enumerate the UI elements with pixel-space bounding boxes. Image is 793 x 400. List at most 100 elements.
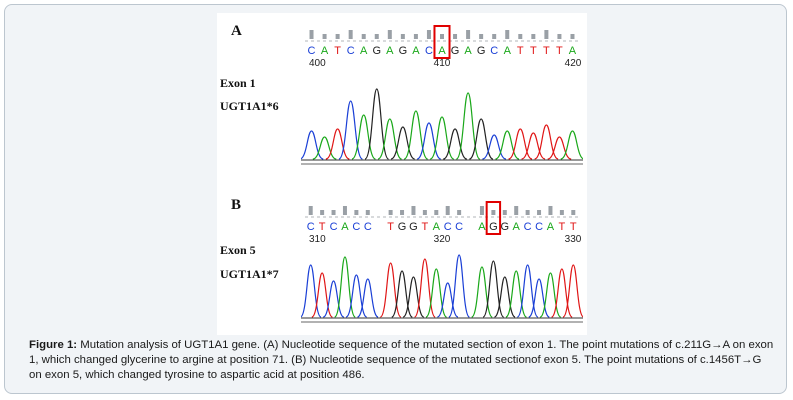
base-call: T [530,45,537,57]
base-call: C [425,45,433,57]
base-call: A [504,45,512,57]
base-call: C [307,221,315,233]
trace-peak [312,136,337,160]
base-call: A [360,45,368,57]
trace-peak [301,130,324,160]
quality-bar [525,210,530,215]
quality-bar [457,210,462,215]
base-call: C [330,221,338,233]
quality-bar [548,206,553,215]
quality-bar [531,34,536,39]
trace-peak [482,134,507,160]
base-call: T [319,221,326,233]
base-call: A [341,221,349,233]
quality-bar [411,206,416,215]
quality-bar [309,30,314,39]
base-call: T [334,45,341,57]
trace-peak [443,128,468,160]
base-call: G [501,221,510,233]
base-call: T [517,45,524,57]
base-call: C [524,221,532,233]
base-call: G [398,221,407,233]
quality-bar [354,210,359,215]
base-call: A [386,45,394,57]
quality-bar [308,206,313,215]
base-call: C [535,221,543,233]
base-call: A [412,45,420,57]
panel-a-exon-label: Exon 1 [220,76,256,90]
base-call: G [477,45,486,57]
quality-bar [492,34,497,39]
base-call: C [347,45,355,57]
panel-b-letter: B [231,197,242,213]
trace-peak [562,264,583,318]
trace-peak [437,282,459,318]
trace-peak [505,270,528,318]
quality-bar [491,210,496,215]
trace-peak [471,266,493,318]
quality-bar [387,30,392,39]
trace-peak [547,136,572,160]
quality-bar [434,210,439,215]
trace-peak [528,278,550,318]
base-call: A [547,221,555,233]
quality-bar [502,210,507,215]
quality-bar [445,206,450,215]
base-call: G [451,45,460,57]
caption-text: Mutation analysis of UGT1A1 gene. (A) Nu… [29,339,774,382]
trace-peak [448,254,470,318]
trace-peak [493,276,516,318]
trace-peak [521,132,546,160]
quality-bar [440,34,444,39]
mutation-highlight-box [485,201,502,235]
position-label: 400 [309,58,326,69]
quality-bar [322,34,327,39]
quality-bar [335,34,340,39]
quality-bar [479,34,484,39]
quality-bar [505,30,510,39]
base-call: G [372,45,381,57]
caption-label: Figure 1: [29,339,78,351]
trace-peak [495,130,520,160]
quality-bar [453,34,458,39]
quality-bar [361,34,366,39]
base-call: A [513,221,521,233]
quality-bar [331,210,336,215]
base-call: C [364,221,372,233]
quality-bar [400,34,405,39]
trace-peak [403,110,429,160]
quality-bar [365,210,370,215]
trace-peak [402,276,425,318]
quality-bar [479,206,484,215]
trace-peak [338,100,363,160]
mutation-highlight-box [433,25,451,59]
quality-bar [514,206,519,215]
trace-peak [455,92,481,160]
base-call: A [464,45,472,57]
base-call: T [556,45,563,57]
base-call: T [387,221,394,233]
base-call: C [352,221,360,233]
trace-peak [539,272,562,318]
trace-peak [534,124,559,160]
panel-a-allele-label: UGT1A1*6 [220,99,279,113]
trace-peak [322,280,345,318]
base-call: T [570,221,577,233]
base-call: C [490,45,498,57]
quality-bar [374,34,379,39]
quality-bar [571,210,576,215]
base-call: G [399,45,408,57]
quality-bar [320,210,325,215]
base-call: C [455,221,463,233]
quality-bar [466,30,471,39]
trace-peak [325,128,350,160]
quality-bar [570,34,575,39]
trace-peak [356,278,379,318]
quality-bar [422,210,427,215]
base-call: T [559,221,566,233]
trace-peak [334,256,356,318]
position-label: 310 [309,234,326,245]
